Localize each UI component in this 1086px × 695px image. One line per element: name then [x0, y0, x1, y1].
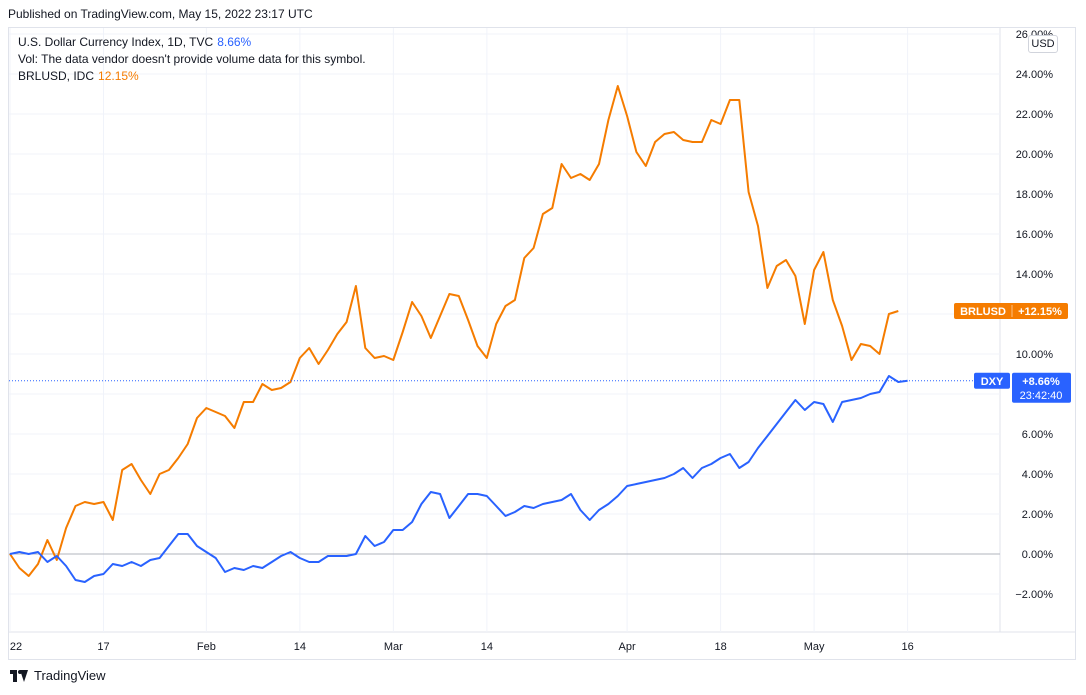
x-tick-label: Apr — [619, 641, 636, 653]
brlusd-badge[interactable] — [954, 303, 1068, 319]
y-tick-label: 14.00% — [1016, 269, 1054, 281]
x-tick-label: 14 — [294, 641, 306, 653]
legend-dxy[interactable]: U.S. Dollar Currency Index, 1D, TVC 8.66% — [18, 34, 366, 51]
x-tick-label: Mar — [384, 641, 403, 653]
legend-brlusd[interactable]: BRLUSD, IDC 12.15% — [18, 68, 366, 85]
legend-brlusd-value: 12.15% — [98, 69, 139, 83]
tradingview-logo-icon — [10, 669, 28, 682]
brlusd-badge-value: +12.15% — [1018, 306, 1062, 318]
y-tick-label: 16.00% — [1016, 229, 1054, 241]
legend-dxy-label: U.S. Dollar Currency Index, 1D, TVC — [18, 35, 214, 49]
x-axis: 22 17 Feb 14 Mar 14 Apr 18 May 16 — [10, 641, 914, 653]
series-layer — [9, 85, 1000, 583]
y-tick-label: 0.00% — [1022, 549, 1053, 561]
series-line-dxy[interactable] — [9, 375, 908, 583]
y-tick-label: 6.00% — [1022, 429, 1053, 441]
currency-label[interactable]: USD — [1028, 35, 1058, 53]
x-tick-label: 16 — [901, 641, 913, 653]
footer-brand[interactable]: TradingView — [10, 668, 106, 683]
y-tick-label: 2.00% — [1022, 509, 1053, 521]
y-tick-label: 4.00% — [1022, 469, 1053, 481]
chart-frame — [8, 27, 1076, 660]
chart-svg[interactable]: 26.00%24.00%22.00%20.00%18.00%16.00%14.0… — [0, 0, 1086, 660]
dxy-badge-symbol: DXY — [981, 376, 1004, 388]
published-caption: Published on TradingView.com, May 15, 20… — [8, 7, 313, 21]
x-tick-label: 18 — [714, 641, 726, 653]
x-tick-label: 14 — [481, 641, 493, 653]
legend-brlusd-label: BRLUSD, IDC — [18, 69, 95, 83]
y-tick-label: 24.00% — [1016, 69, 1054, 81]
legend-dxy-value: 8.66% — [217, 35, 252, 49]
y-tick-label: −2.00% — [1015, 589, 1053, 601]
x-tick-label: May — [804, 641, 825, 653]
chart-legend: U.S. Dollar Currency Index, 1D, TVC 8.66%… — [18, 34, 366, 85]
y-tick-label: 22.00% — [1016, 109, 1054, 121]
x-tick-label: 17 — [97, 641, 109, 653]
dxy-value-badge[interactable] — [1012, 372, 1071, 403]
price-badges: BRLUSD +12.15% DXY +8.66% 23:42:40 — [954, 303, 1071, 403]
legend-volume-note: Vol: The data vendor doesn't provide vol… — [18, 52, 366, 66]
brlusd-badge-symbol: BRLUSD — [960, 306, 1006, 318]
y-tick-label: 18.00% — [1016, 189, 1054, 201]
x-tick-label: 22 — [10, 641, 22, 653]
dxy-badge-time: 23:42:40 — [1020, 390, 1063, 402]
dxy-badge[interactable] — [974, 372, 1010, 389]
grid-layer — [9, 28, 1076, 633]
x-tick-label: Feb — [197, 641, 216, 653]
footer-brand-text: TradingView — [34, 668, 106, 683]
dxy-badge-value: +8.66% — [1022, 376, 1060, 388]
series-line-brlusd[interactable] — [9, 85, 899, 577]
y-tick-label: 20.00% — [1016, 149, 1054, 161]
y-tick-label: 10.00% — [1016, 349, 1054, 361]
